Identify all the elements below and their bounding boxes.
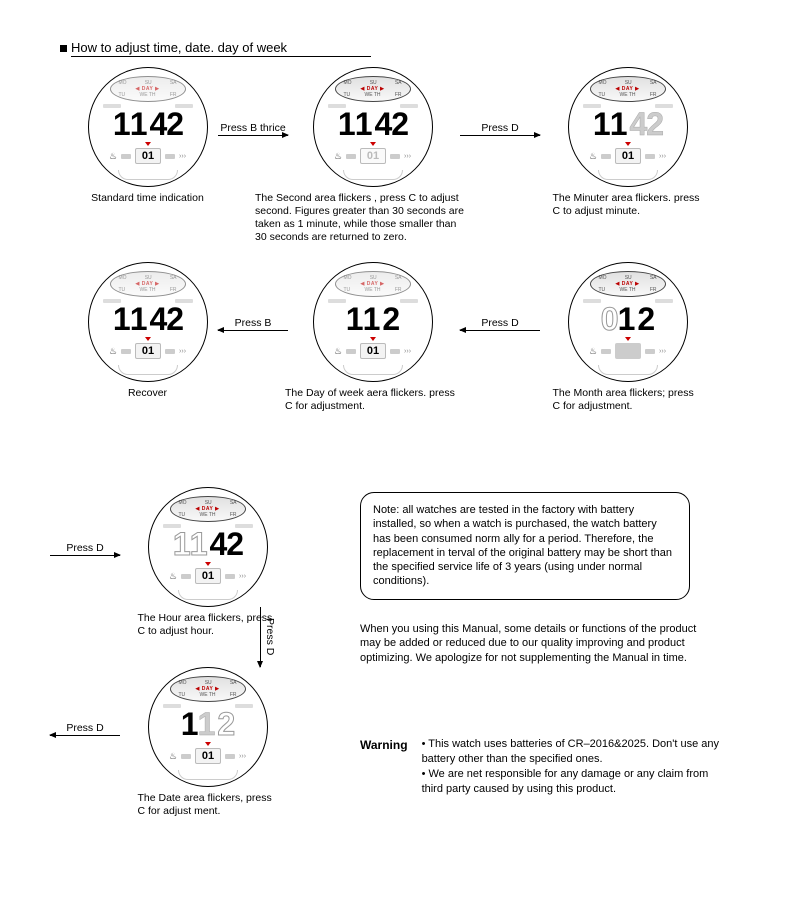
arrow-press-d-out: Press D bbox=[50, 722, 120, 736]
title-row: How to adjust time, date. day of week bbox=[60, 40, 750, 57]
caption: The Day of week aera flickers. press C f… bbox=[285, 387, 460, 413]
arrow-line bbox=[50, 555, 120, 556]
watch-face: MOSUSA ◀ DAY ▶ TUWE THFR 1142 ♨ 01 ››› bbox=[148, 487, 268, 607]
watch-face: MOSUSA ◀ DAY ▶ TUWE THFR 1142 ♨ 01 ››› bbox=[568, 67, 688, 187]
arrow-label: Press D bbox=[66, 722, 103, 734]
caption: The Hour area flickers, press C to adjus… bbox=[138, 612, 278, 638]
arrow-line bbox=[50, 735, 120, 736]
watch-face: MOSUSA ◀ DAY ▶ TUWE THFR 1142 ♨ 01 ››› bbox=[88, 262, 208, 382]
arrow-label: Press D bbox=[481, 317, 518, 329]
watch-face: MOSUSA ◀ DAY ▶ TUWE THFR 1142 ♨ 01 ››› bbox=[88, 67, 208, 187]
warning-block: Warning This watch uses batteries of CR–… bbox=[360, 737, 720, 796]
note-box: Note: all watches are tested in the fact… bbox=[360, 492, 690, 600]
arrow-press-d-down: Press D bbox=[260, 607, 276, 667]
arrow-press-d-in: Press D bbox=[50, 542, 120, 556]
arrow-label: Press D bbox=[66, 542, 103, 554]
arrow-line bbox=[260, 607, 261, 667]
caption: The Minuter area flickers. press C to ad… bbox=[553, 192, 703, 218]
step-minute-flickers: MOSUSA ◀ DAY ▶ TUWE THFR 1142 ♨ 01 ››› T… bbox=[540, 67, 715, 218]
caption: The Second area flickers , press C to ad… bbox=[255, 192, 470, 245]
arrow-line bbox=[218, 330, 288, 331]
arrow-line bbox=[460, 135, 540, 136]
caption: Standard time indication bbox=[60, 192, 235, 205]
flow-area: MOSUSA ◀ DAY ▶ TUWE THFR 1142 ♨ 01 ››› S… bbox=[60, 67, 760, 827]
step-standard-time: MOSUSA ◀ DAY ▶ TUWE THFR 1142 ♨ 01 ››› S… bbox=[60, 67, 235, 205]
arrow-label: Press D bbox=[481, 122, 518, 134]
disclaimer-text: When you using this Manual, some details… bbox=[360, 622, 700, 665]
page: How to adjust time, date. day of week MO… bbox=[0, 0, 800, 867]
title-underline: How to adjust time, date. day of week bbox=[71, 40, 371, 57]
arrow-label: Press B bbox=[235, 317, 272, 329]
arrow-press-d-2: Press D bbox=[460, 317, 540, 331]
page-title: How to adjust time, date. day of week bbox=[71, 40, 287, 56]
arrow-press-b-thrice: Press B thrice bbox=[218, 122, 288, 136]
watch-face: MOSUSA ◀ DAY ▶ TUWE THFR 112 ♨ 01 ››› bbox=[148, 667, 268, 787]
caption: The Date area flickers, press C for adju… bbox=[138, 792, 278, 818]
arrow-press-b: Press B bbox=[218, 317, 288, 331]
warning-label: Warning bbox=[360, 737, 408, 796]
caption: The Month area flickers; press C for adj… bbox=[553, 387, 703, 413]
step-dayofweek-flickers: MOSUSA ◀ DAY ▶ TUWE THFR 112 ♨ 01 ››› Th… bbox=[285, 262, 460, 413]
arrow-press-d-1: Press D bbox=[460, 122, 540, 136]
arrow-label: Press D bbox=[264, 618, 276, 655]
arrow-label: Press B thrice bbox=[220, 122, 285, 134]
watch-face: MOSUSA ◀ DAY ▶ TUWE THFR 112 ♨ 01 ››› bbox=[313, 262, 433, 382]
caption: Recover bbox=[60, 387, 235, 400]
step-second-flickers: MOSUSA ◀ DAY ▶ TUWE THFR 1142 ♨ 01 ››› T… bbox=[285, 67, 460, 245]
warning-list: This watch uses batteries of CR–2016&202… bbox=[414, 737, 720, 796]
watch-face: MOSUSA ◀ DAY ▶ TUWE THFR 012 ♨ ››› bbox=[568, 262, 688, 382]
watch-face: MOSUSA ◀ DAY ▶ TUWE THFR 1142 ♨ 01 ››› bbox=[313, 67, 433, 187]
step-date-flickers: MOSUSA ◀ DAY ▶ TUWE THFR 112 ♨ 01 ››› Th… bbox=[120, 667, 295, 818]
warning-item: We are net responsible for any damage or… bbox=[422, 767, 720, 797]
step-month-flickers: MOSUSA ◀ DAY ▶ TUWE THFR 012 ♨ ››› The M… bbox=[540, 262, 715, 413]
warning-item: This watch uses batteries of CR–2016&202… bbox=[422, 737, 720, 767]
arrow-line bbox=[218, 135, 288, 136]
title-marker bbox=[60, 45, 67, 52]
step-recover: MOSUSA ◀ DAY ▶ TUWE THFR 1142 ♨ 01 ››› R… bbox=[60, 262, 235, 400]
arrow-line bbox=[460, 330, 540, 331]
